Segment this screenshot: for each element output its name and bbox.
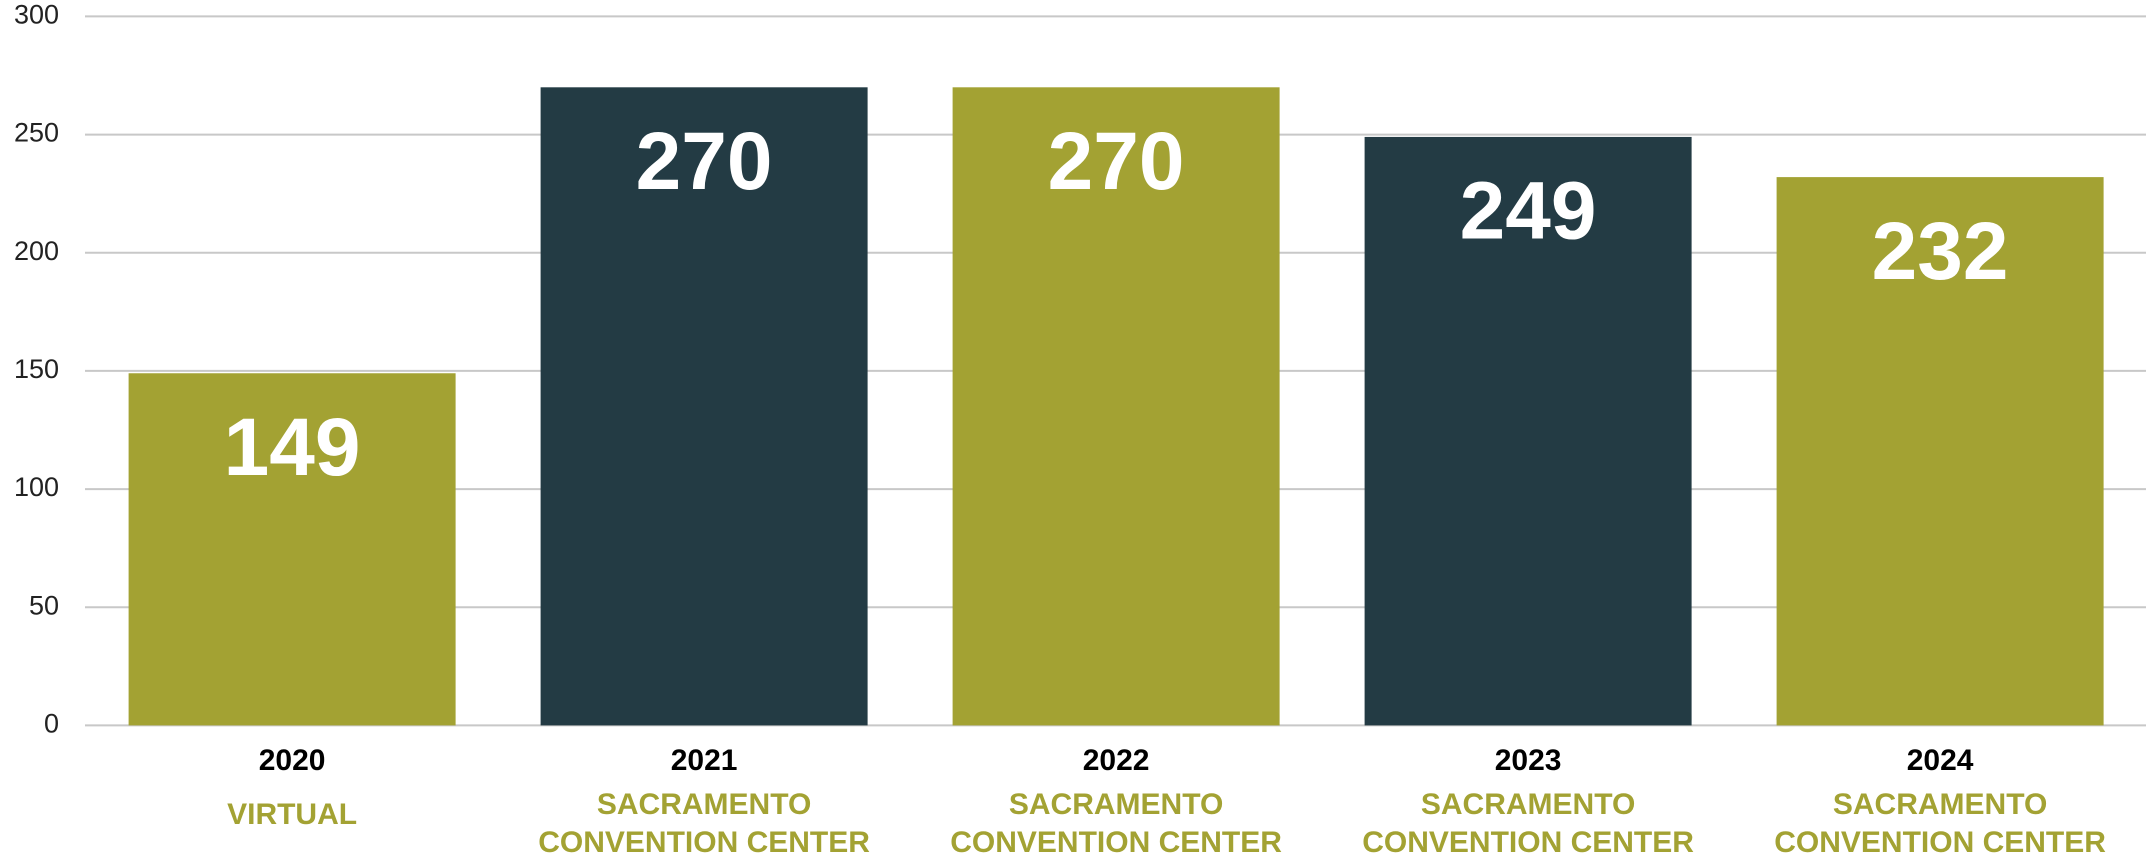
y-tick-label: 300 xyxy=(14,0,59,30)
value-label: 270 xyxy=(636,116,773,207)
x-tick-label: 2021 xyxy=(671,744,738,777)
venue-label: SACRAMENTO xyxy=(1833,788,2047,821)
venue-label: SACRAMENTO xyxy=(1009,788,1223,821)
venue-label: CONVENTION CENTER xyxy=(1774,826,2106,859)
value-label: 249 xyxy=(1460,166,1597,257)
y-tick-label: 0 xyxy=(44,709,59,739)
venue-label: VIRTUAL xyxy=(227,798,357,831)
venue-label: CONVENTION CENTER xyxy=(950,826,1282,859)
venue-label: CONVENTION CENTER xyxy=(538,826,870,859)
x-tick-label: 2022 xyxy=(1083,744,1150,777)
bar xyxy=(1776,177,2104,726)
x-tick-label: 2024 xyxy=(1907,744,1974,777)
venue-label: SACRAMENTO xyxy=(1421,788,1635,821)
x-tick-label: 2023 xyxy=(1495,744,1562,777)
y-tick-label: 50 xyxy=(29,590,59,620)
value-label: 270 xyxy=(1048,116,1185,207)
y-tick-label: 200 xyxy=(14,236,59,266)
bar xyxy=(128,373,456,726)
x-tick-label: 2020 xyxy=(259,744,326,777)
venue-label: CONVENTION CENTER xyxy=(1362,826,1694,859)
y-tick-label: 150 xyxy=(14,354,59,384)
bar xyxy=(540,87,868,726)
venue-label: SACRAMENTO xyxy=(597,788,811,821)
value-label: 149 xyxy=(224,402,361,493)
bar xyxy=(952,87,1280,726)
bar xyxy=(1364,136,1692,726)
y-tick-label: 250 xyxy=(14,118,59,148)
value-label: 232 xyxy=(1872,206,2009,297)
y-tick-label: 100 xyxy=(14,472,59,502)
